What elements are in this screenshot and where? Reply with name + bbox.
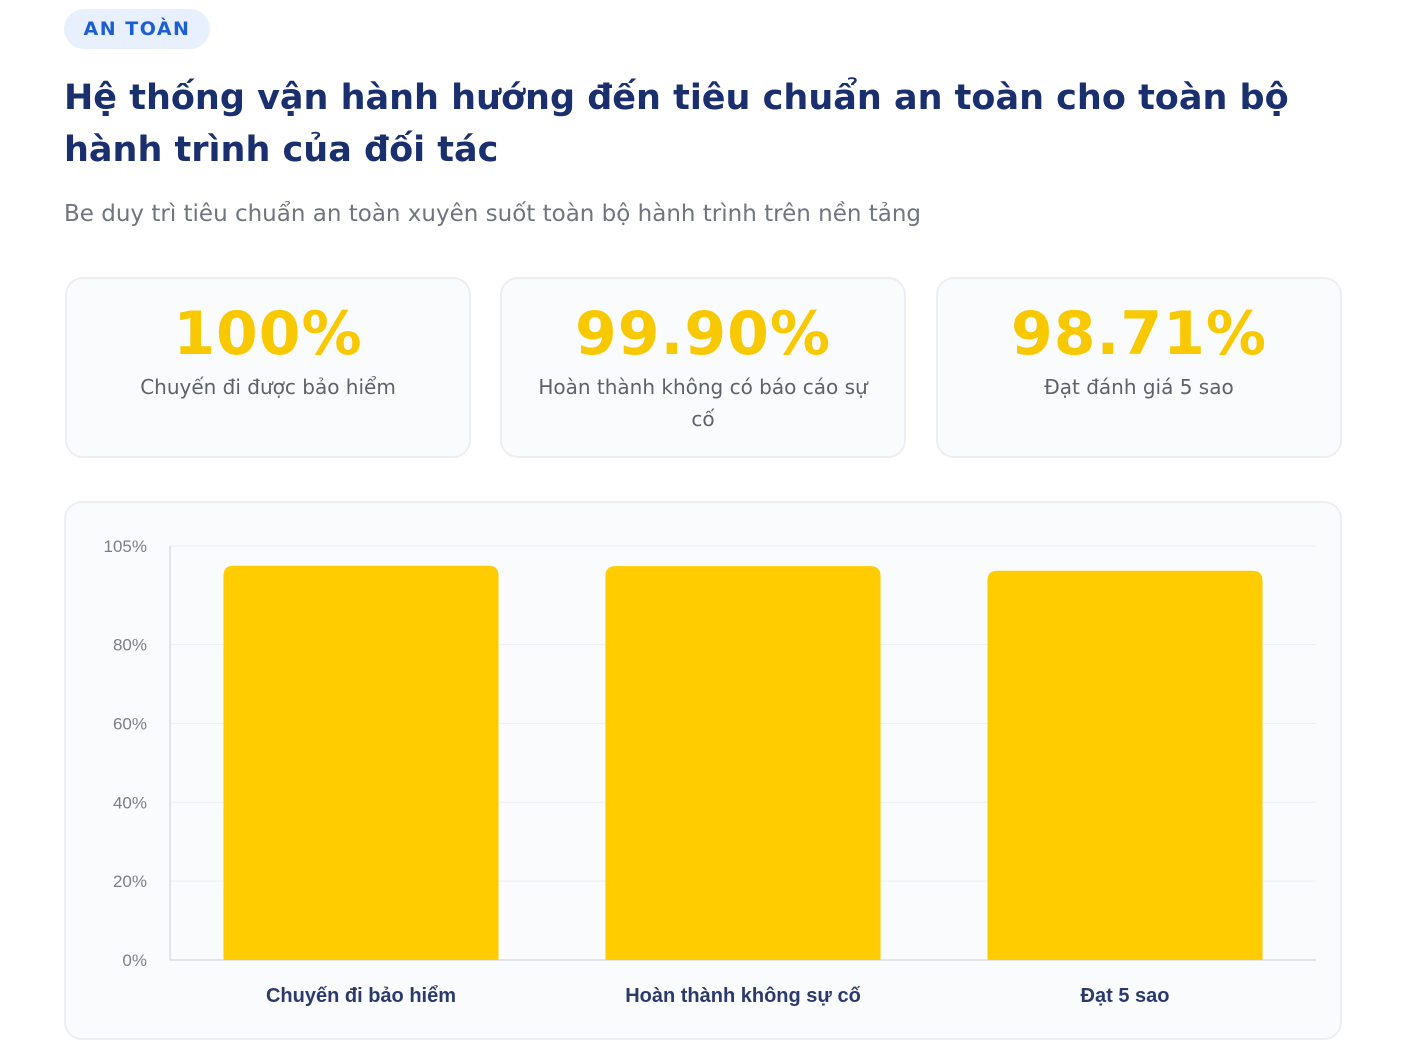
page-subtitle: Be duy trì tiêu chuẩn an toàn xuyên suốt… (64, 201, 922, 227)
stat-label: Hoàn thành không có báo cáo sự cố (538, 375, 868, 431)
stat-label: Đạt đánh giá 5 sao (1044, 375, 1234, 399)
section-badge: AN TOÀN (64, 9, 210, 49)
x-tick-label: Đạt 5 sao (1081, 985, 1170, 1007)
x-tick-label: Chuyến đi bảo hiểm (266, 985, 456, 1007)
bar (223, 565, 499, 960)
bar (987, 570, 1263, 960)
stat-card-no-incident: 99.90% Hoàn thành không có báo cáo sự cố (500, 277, 906, 458)
y-tick-label: 60% (113, 714, 147, 733)
stat-value: 99.90% (575, 299, 831, 369)
stat-value: 98.71% (1011, 299, 1267, 369)
stat-card-five-star: 98.71% Đạt đánh giá 5 sao (936, 277, 1342, 458)
y-tick-label: 20% (113, 872, 147, 891)
x-tick-label: Hoàn thành không sự cố (625, 985, 861, 1007)
y-tick-label: 80% (113, 636, 147, 655)
chart-card: 0% 20% 40% 60% 80% 105% Chuyến đi bảo hiểm Hoàn… (64, 501, 1342, 1040)
stat-card-insured: 100% Chuyến đi được bảo hiểm (65, 277, 471, 458)
y-tick-label: 40% (113, 793, 147, 812)
y-tick-label: 105% (104, 537, 147, 556)
stat-label: Chuyến đi được bảo hiểm (140, 375, 396, 399)
bar (605, 566, 881, 960)
stat-value: 100% (173, 299, 363, 369)
page-title: Hệ thống vận hành hướng đến tiêu chuẩn a… (64, 78, 1289, 170)
bar-chart: 0% 20% 40% 60% 80% 105% Chuyến đi bảo hiểm Hoàn… (104, 537, 1316, 1007)
y-tick-label: 0% (122, 951, 147, 970)
